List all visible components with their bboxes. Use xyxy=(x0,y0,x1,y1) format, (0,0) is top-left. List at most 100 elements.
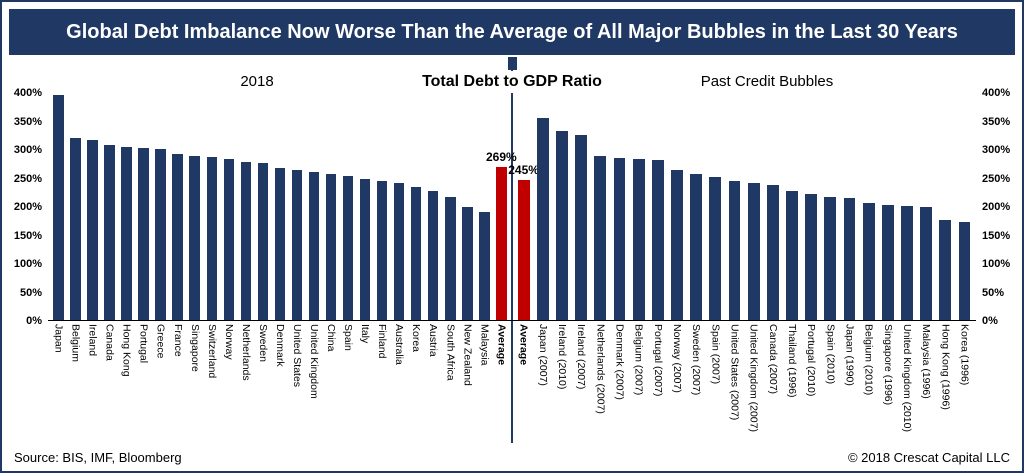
x-labels: Average Japan (2007) Ireland (2010) Ireland… xyxy=(512,321,976,441)
bar-slot xyxy=(442,93,459,320)
bar-slot xyxy=(955,93,974,320)
bar xyxy=(632,159,645,320)
bar xyxy=(920,207,933,320)
x-axis-label: Korea (1996) xyxy=(958,324,971,386)
bar-slot xyxy=(744,93,763,320)
bar xyxy=(70,138,81,320)
y-tick-label: 0% xyxy=(982,315,998,327)
y-tick-label: 150% xyxy=(13,229,42,242)
x-label-slot: France xyxy=(169,321,186,441)
bar xyxy=(651,160,664,320)
x-label-slot: Norway (2007) xyxy=(667,321,686,441)
x-axis-label: Hong Kong (1996) xyxy=(939,324,952,410)
bar-slot xyxy=(667,93,686,320)
bar xyxy=(901,206,913,320)
x-axis-label: Sweden (2007) xyxy=(690,324,703,396)
x-axis-label: Average xyxy=(495,324,508,366)
bar-slot xyxy=(357,93,374,320)
highlight-bar xyxy=(517,180,530,320)
panels: 400% 350% 300% 250% 200% 150% 100% 50% 0% 269% J… xyxy=(2,87,1022,441)
bar xyxy=(325,174,337,320)
x-axis-label: Norway (2007) xyxy=(670,324,683,393)
bar-slot xyxy=(391,93,408,320)
bar xyxy=(274,168,286,320)
x-label-slot: Denmark (2007) xyxy=(610,321,629,441)
x-label-slot: Spain (2010) xyxy=(821,321,840,441)
x-axis-label: Average xyxy=(517,324,530,366)
x-label-slot: Ireland (2010) xyxy=(552,321,571,441)
x-axis-label: Malaysia xyxy=(478,324,491,366)
bar xyxy=(104,145,115,320)
bar xyxy=(291,170,303,320)
x-label-slot: Spain (2007) xyxy=(706,321,725,441)
x-label-slot: Korea (1996) xyxy=(955,321,974,441)
x-label-slot: Belgium (2007) xyxy=(629,321,648,441)
bar-slot xyxy=(67,93,84,320)
y-tick-label: 200% xyxy=(982,201,1011,213)
bar xyxy=(138,148,149,320)
bar-slot xyxy=(50,93,67,320)
bar-slot xyxy=(821,93,840,320)
plot-column: 269% Japan Belgium Ireland Canada Hong Kong P… xyxy=(48,93,517,441)
x-axis-label: Portugal (2010) xyxy=(805,324,818,397)
x-axis-label: Ireland (2010) xyxy=(555,324,568,390)
panel-divider xyxy=(511,57,513,443)
y-tick-label: 300% xyxy=(13,144,42,156)
y-tick-label: 0% xyxy=(26,315,42,327)
x-axis-label: Switzerland xyxy=(205,324,218,379)
bar-slot xyxy=(476,93,493,320)
x-label-slot: Ireland (2007) xyxy=(572,321,591,441)
bar-slot xyxy=(610,93,629,320)
y-tick-label: 350% xyxy=(982,115,1011,128)
bar-slot xyxy=(408,93,425,320)
bar-slot xyxy=(220,93,237,320)
bar xyxy=(240,162,252,320)
x-label-slot: Sweden xyxy=(254,321,271,441)
x-label-slot: United Kingdom (2010) xyxy=(897,321,916,441)
left-title-cell: 2018 xyxy=(2,57,512,93)
bar-slot xyxy=(572,93,591,320)
y-tick-label: 250% xyxy=(982,172,1011,185)
x-axis-label: Portugal (2007) xyxy=(651,324,664,397)
bar-slot xyxy=(648,93,667,320)
chart-region: 2018 Past Credit Bubbles Total Debt to G… xyxy=(2,57,1022,443)
x-label-slot: Netherlands xyxy=(237,321,254,441)
bar xyxy=(121,147,132,320)
bar-slot xyxy=(288,93,305,320)
bar-slot: 269% xyxy=(486,93,517,320)
x-label-slot: Japan xyxy=(50,321,67,441)
left-chart-panel: 400% 350% 300% 250% 200% 150% 100% 50% 0% 269% J… xyxy=(2,87,517,441)
bar xyxy=(575,135,588,320)
bar xyxy=(393,183,405,320)
titles-row: 2018 Past Credit Bubbles Total Debt to G… xyxy=(2,57,1022,93)
bar xyxy=(461,207,473,320)
bar-slot xyxy=(629,93,648,320)
x-axis-label: Spain xyxy=(342,324,355,351)
x-label-slot: Hong Kong xyxy=(118,321,135,441)
x-axis-label: Austria xyxy=(427,324,440,357)
y-axis: 400% 350% 300% 250% 200% 150% 100% 50% 0% xyxy=(976,87,1022,327)
bar-slot xyxy=(135,93,152,320)
x-axis-label: South Africa xyxy=(444,324,457,381)
x-label-slot: Sweden (2007) xyxy=(687,321,706,441)
bar-slot xyxy=(533,93,552,320)
x-axis-label: Hong Kong xyxy=(120,324,133,377)
x-axis-label: Greece xyxy=(154,324,167,359)
plot-area: 245% xyxy=(508,93,976,321)
chart-main-title: Global Debt Imbalance Now Worse Than the… xyxy=(9,9,1015,55)
x-label-slot: United Kingdom (2007) xyxy=(744,321,763,441)
x-axis-label: Korea xyxy=(410,324,423,353)
x-label-slot: Norway xyxy=(220,321,237,441)
x-axis-label: Japan (2007) xyxy=(536,324,549,386)
x-axis-label: Spain (2007) xyxy=(709,324,722,385)
plot-column: 245% Average Japan (2007) Ireland (2010) Ir… xyxy=(508,93,976,441)
x-label-slot: Hong Kong (1996) xyxy=(936,321,955,441)
bar xyxy=(862,203,875,320)
x-axis-label: Denmark xyxy=(273,324,286,367)
x-axis-label: United Kingdom (2010) xyxy=(901,324,914,432)
bar xyxy=(359,179,371,320)
y-tick-label: 300% xyxy=(982,144,1011,156)
right-title-cell: Past Credit Bubbles xyxy=(512,57,1022,93)
center-title: Total Debt to GDP Ratio xyxy=(408,71,616,93)
x-label-slot: Portugal (2007) xyxy=(648,321,667,441)
